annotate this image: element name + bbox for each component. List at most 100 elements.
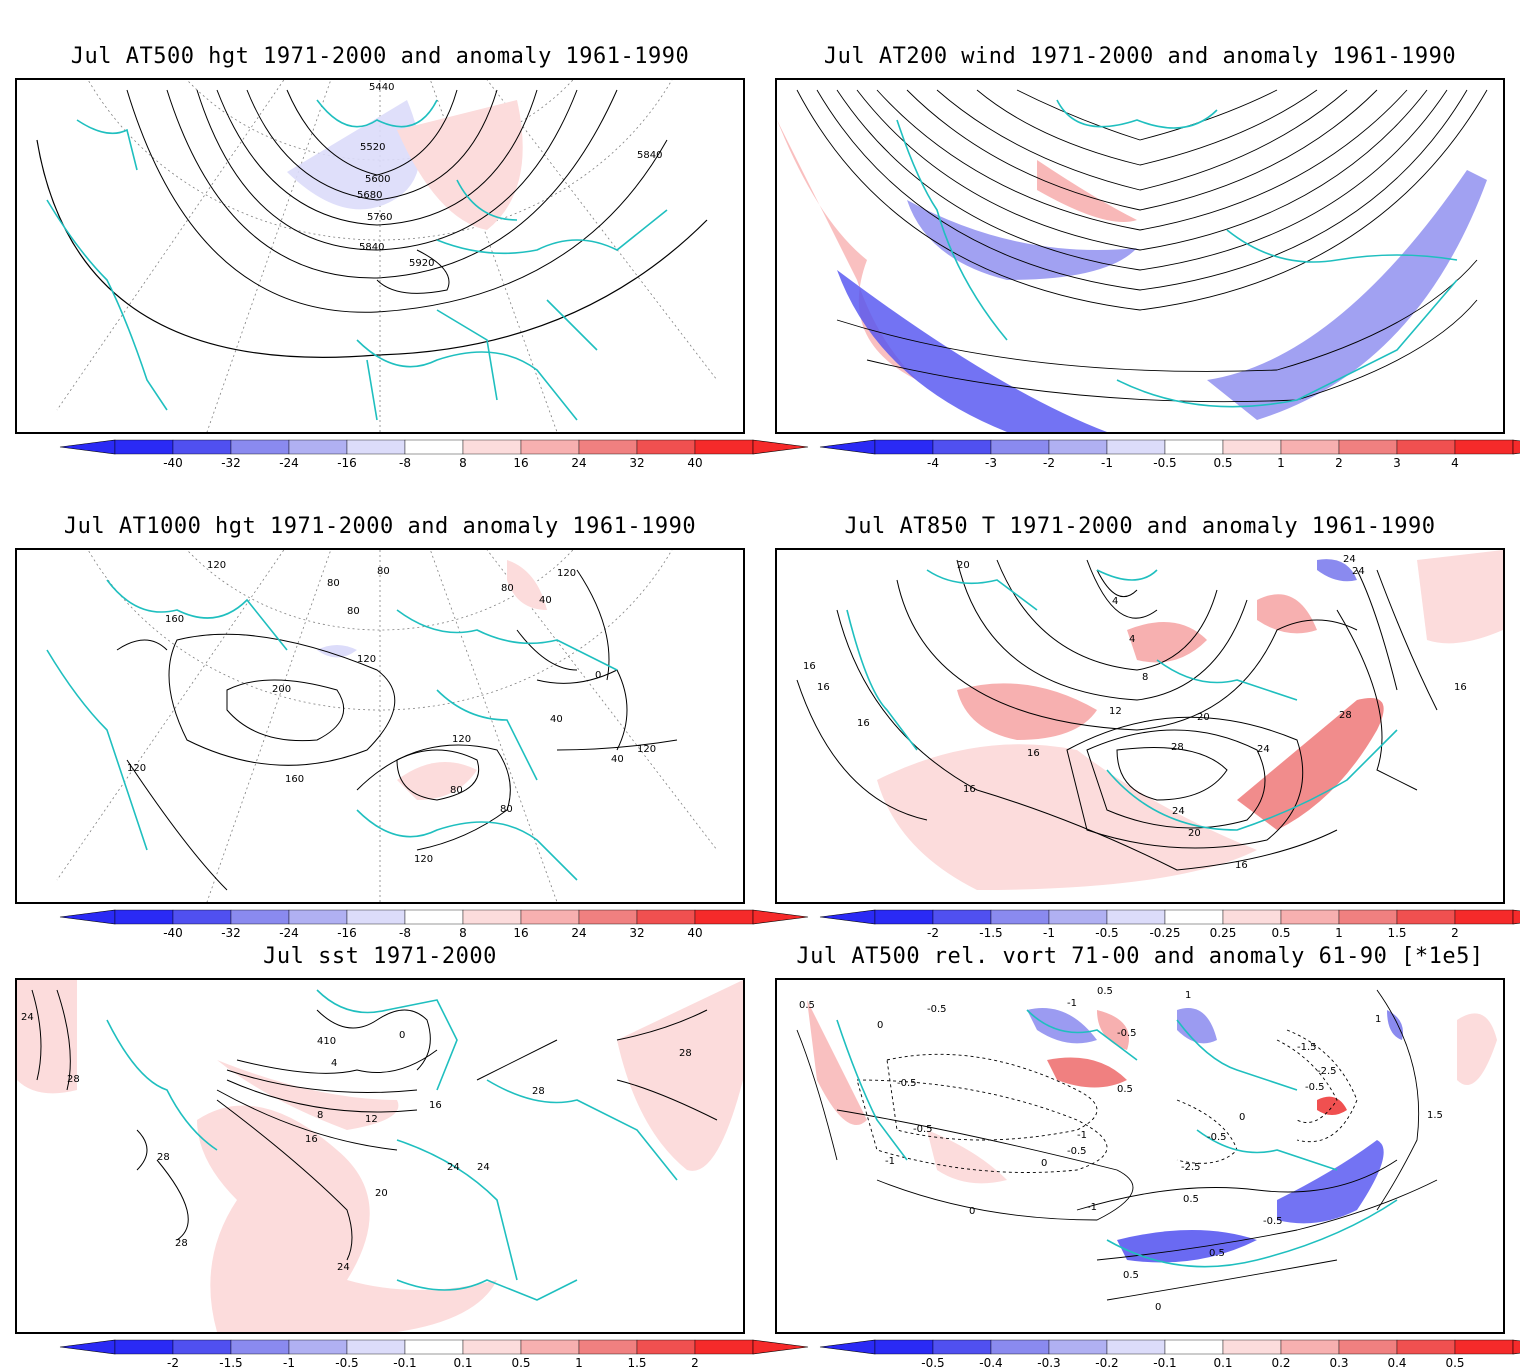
- map-at500-hgt: 5440 5520 5600 5680 5760 5840 5920 5840: [15, 78, 745, 434]
- contour-label: 16: [1027, 748, 1040, 759]
- contour-label: 28: [67, 1074, 80, 1085]
- colorbar-box: [990, 439, 1050, 455]
- colorbar-tick-label: 0.3: [1329, 1356, 1348, 1370]
- colorbar-tick-label: 0.25: [1210, 926, 1237, 940]
- colorbar-box: [1280, 439, 1340, 455]
- panel-at500-hgt: Jul AT500 hgt 1971-2000 and anomaly 1961…: [0, 0, 809, 470]
- contour-label: 24: [21, 1012, 34, 1023]
- height-contours: [126, 89, 668, 313]
- contour-label: 16: [817, 682, 830, 693]
- anomaly-neg: [1317, 559, 1357, 582]
- colorbar-tick-label: 0.1: [453, 1356, 472, 1370]
- colorbar-tick-label: -40: [163, 456, 183, 470]
- colorbar-box: [1280, 1339, 1340, 1355]
- contour-label: 120: [452, 734, 471, 745]
- anomaly-pos: [777, 120, 917, 380]
- contour-label: 4: [331, 1058, 337, 1069]
- streamlines: [796, 89, 1488, 403]
- contour-label: 40: [550, 714, 563, 725]
- colorbar-box: [520, 909, 580, 925]
- colorbar-tick-label: 4: [1451, 456, 1459, 470]
- colorbar-box: [578, 909, 638, 925]
- contour-label: 28: [157, 1152, 170, 1163]
- contour-label: 12: [1109, 706, 1122, 717]
- colorbar-box: [1280, 909, 1340, 925]
- colorbar-tick-label: 0.5: [1271, 926, 1290, 940]
- contour-label: 0: [1155, 1302, 1161, 1313]
- colorbar-tick-label: -0.5: [1095, 926, 1118, 940]
- anomaly-neg: [1277, 1140, 1384, 1224]
- anomaly-pos: [1457, 1013, 1497, 1085]
- colorbar-box: [1396, 1339, 1456, 1355]
- colorbar-tick-label: -1.5: [979, 926, 1002, 940]
- colorbar-box: [1338, 439, 1398, 455]
- contour-label: -0.5: [1263, 1216, 1283, 1227]
- contour-label: 120: [557, 568, 576, 579]
- colorbar: -0.5 -0.4 -0.3 -0.2 -0.1 0.1 0.2 0.3 0.4 0.5: [819, 1339, 1520, 1370]
- contour-label: 120: [207, 560, 226, 571]
- contour-label: 160: [165, 614, 184, 625]
- colorbar-box: [1106, 439, 1166, 455]
- sst-contours: [31, 989, 718, 1261]
- contour-label: -2.5: [1317, 1066, 1337, 1077]
- panel-title: Jul AT850 T 1971-2000 and anomaly 1961-1…: [844, 514, 1436, 539]
- colorbar-tick-label: -0.5: [921, 1356, 944, 1370]
- contour-label: 1: [1375, 1014, 1381, 1025]
- contour-label: 20: [957, 560, 970, 571]
- contour-label: 5600: [365, 174, 390, 185]
- colorbar-tick-label: 8: [459, 456, 467, 470]
- contour-labels: 5440 5520 5600 5680 5760 5840 5920 5840: [357, 82, 662, 269]
- anomaly-pos: [807, 1000, 867, 1125]
- colorbar-box: [694, 909, 754, 925]
- contour-label: 8: [317, 1110, 323, 1121]
- colorbar-box: [288, 1339, 348, 1355]
- colorbar-arrow-right: [1512, 439, 1520, 455]
- colorbar-box: [636, 909, 696, 925]
- contour-label: 16: [857, 718, 870, 729]
- coastlines: [846, 569, 1398, 831]
- colorbar: -2 -1.5 -1 -0.5 -0.25 0.25 0.5 1 1.5 2: [819, 909, 1520, 940]
- contour-label: 28: [175, 1238, 188, 1249]
- colorbar-tick-label: 0.4: [1387, 1356, 1406, 1370]
- colorbar: -4 -3 -2 -1 -0.5 0.5 1 2 3 4: [819, 439, 1520, 470]
- colorbar-box: [1222, 909, 1282, 925]
- anomaly-pos: [1127, 622, 1207, 663]
- colorbar-box: [230, 439, 290, 455]
- contour-label: 120: [637, 744, 656, 755]
- contour-label: 0.5: [1183, 1194, 1199, 1205]
- colorbar-tick-label: 0.5: [511, 1356, 530, 1370]
- colorbar-box: [1396, 909, 1456, 925]
- contour-label: -0.5: [897, 1078, 917, 1089]
- contour-label: 16: [963, 784, 976, 795]
- outer-contour: [36, 139, 708, 358]
- colorbar-arrow-left: [819, 1339, 876, 1355]
- contour-label: 28: [1171, 742, 1184, 753]
- panel-title: Jul sst 1971-2000: [263, 944, 497, 969]
- colorbar-box: [874, 1339, 934, 1355]
- anomaly-neg: [907, 200, 1137, 280]
- colorbar-box: [462, 909, 522, 925]
- coastlines: [836, 1009, 1398, 1268]
- colorbar-box: [288, 909, 348, 925]
- colorbar-arrow-left: [59, 439, 116, 455]
- panel-at500-vort: Jul AT500 rel. vort 71-00 and anomaly 61…: [760, 940, 1520, 1370]
- contour-label: -1.5: [1297, 1042, 1317, 1053]
- anomaly-neg: [837, 270, 1107, 432]
- colorbar-tick-label: 2: [691, 1356, 699, 1370]
- colorbar-box: [1454, 1339, 1514, 1355]
- anomaly-neg: [1177, 1008, 1217, 1044]
- contour-label: 16: [1235, 860, 1248, 871]
- anomaly-neg: [1027, 1008, 1097, 1044]
- contour-label: 120: [127, 763, 146, 774]
- contour-label: 28: [532, 1086, 545, 1097]
- colorbar-box: [230, 1339, 290, 1355]
- colorbar-box: [1164, 1339, 1224, 1355]
- anomaly-pos: [957, 683, 1097, 740]
- contour-label: -0.5: [1117, 1028, 1137, 1039]
- colorbar-tick-label: -0.1: [1153, 1356, 1176, 1370]
- colorbar-tick-label: 40: [687, 926, 702, 940]
- colorbar-box: [874, 439, 934, 455]
- colorbar-tick-label: -16: [337, 456, 357, 470]
- colorbar-tick-label: -0.4: [979, 1356, 1002, 1370]
- contour-label: 5440: [369, 82, 394, 93]
